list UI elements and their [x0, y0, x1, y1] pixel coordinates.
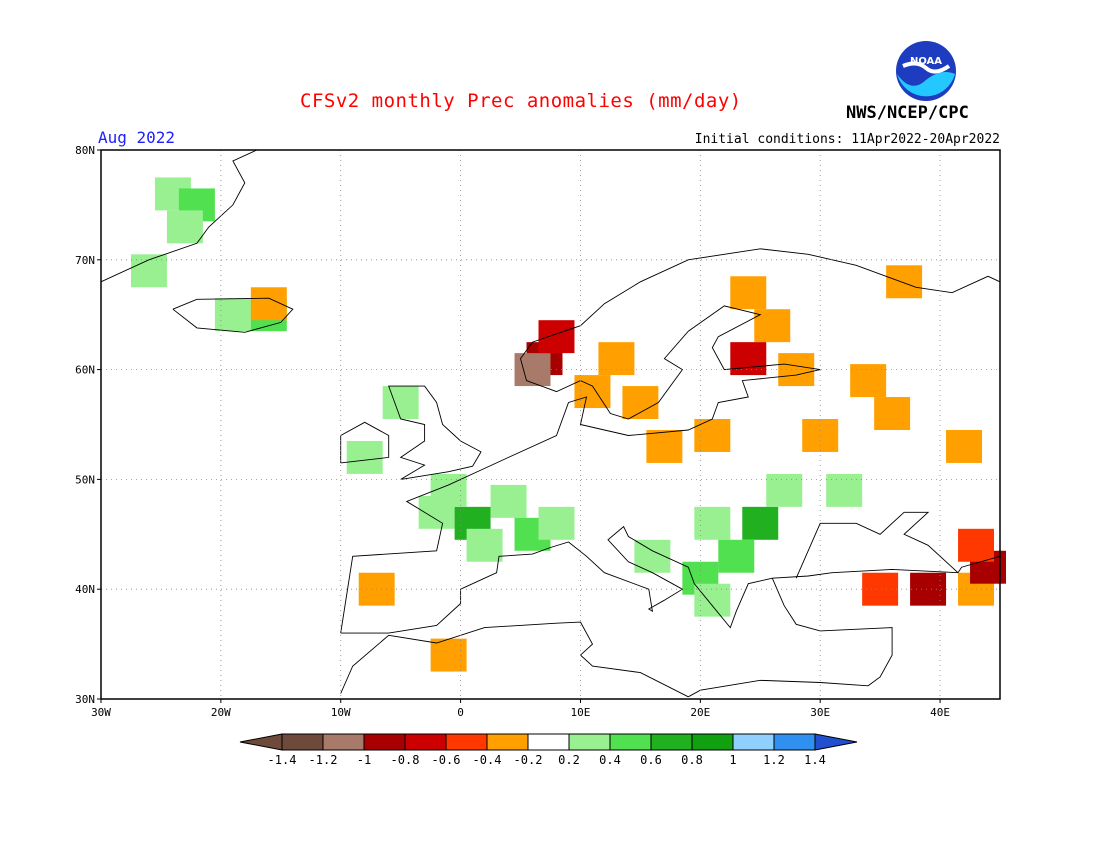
colorbar-tick-label: -0.4	[473, 753, 502, 767]
colorbar-tick-label: 0.4	[599, 753, 621, 767]
colorbar-swatch-12	[773, 733, 816, 751]
anomaly-cell-33	[946, 429, 983, 463]
coastline-6	[172, 297, 294, 333]
noaa-logo-icon: NOAA	[896, 41, 956, 101]
lon-label: 30E	[810, 706, 830, 719]
colorbar-swatch-0	[281, 733, 324, 751]
colorbar-swatch-9	[650, 733, 693, 751]
anomaly-cell-20	[538, 320, 575, 354]
lon-label: 20E	[690, 706, 710, 719]
colorbar-tick-label: -0.6	[432, 753, 461, 767]
anomaly-cell-7	[346, 440, 383, 474]
anomaly-cell-11	[466, 528, 503, 562]
colorbar-swatch-2	[363, 733, 406, 751]
colorbar-tick-label: 0.8	[681, 753, 703, 767]
anomaly-cell-29	[874, 397, 911, 430]
lon-label: 0	[457, 706, 464, 719]
colorbar-tick-label: 0.2	[558, 753, 580, 767]
agency-label: NWS/NCEP/CPC	[846, 103, 969, 123]
anomaly-cell-2	[166, 210, 203, 244]
anomaly-cell-47	[958, 528, 995, 562]
colorbar-swatch-3	[404, 733, 447, 751]
lon-label: 30W	[91, 706, 111, 719]
coastline-0	[340, 248, 1001, 634]
lat-label: 80N	[75, 144, 95, 157]
coastline-8	[795, 511, 959, 579]
anomaly-cell-8	[382, 386, 419, 420]
svg-text:NOAA: NOAA	[910, 56, 942, 67]
anomaly-cell-43	[862, 572, 899, 606]
anomaly-cell-15	[538, 506, 575, 540]
lon-label: 20W	[211, 706, 231, 719]
colorbar-tick-label: -1.4	[268, 753, 297, 767]
colorbar-swatch-11	[732, 733, 775, 751]
lat-label: 40N	[75, 583, 95, 596]
anomaly-cell-24	[730, 276, 767, 310]
anomaly-cell-32	[646, 429, 683, 463]
colorbar-tick-label: -1.2	[309, 753, 338, 767]
coastline-3	[340, 621, 689, 698]
colorbar-tick-label: 1.4	[804, 753, 826, 767]
colorbar-swatch-6	[527, 733, 570, 751]
colorbar-swatch-5	[486, 733, 529, 751]
lat-label: 30N	[75, 693, 95, 706]
anomaly-cell-12	[490, 484, 527, 518]
lat-label: 70N	[75, 254, 95, 267]
map-frame	[100, 149, 1001, 700]
forecast-period: Aug 2022	[98, 128, 176, 147]
colorbar-tick-label: 0.6	[640, 753, 662, 767]
anomaly-cell-23	[622, 386, 659, 420]
colorbar-swatch-7	[568, 733, 611, 751]
colorbar-tick-label: 1	[729, 753, 736, 767]
anomaly-cell-34	[886, 265, 923, 299]
colorbar-tick-label: -0.8	[391, 753, 420, 767]
coastline-4	[388, 385, 482, 480]
coastline-2	[688, 578, 893, 698]
colorbar-tick-label: -0.2	[514, 753, 543, 767]
colorbar-tick-label: -1	[357, 753, 371, 767]
chart-title: CFSv2 monthly Prec anomalies (mm/day)	[300, 90, 742, 112]
lon-label: 10E	[571, 706, 591, 719]
colorbar-tick-label: 1.2	[763, 753, 785, 767]
anomaly-cell-35	[694, 506, 731, 540]
anomaly-cell-36	[742, 506, 779, 540]
anomaly-cell-37	[718, 539, 755, 573]
lon-label: 10W	[331, 706, 351, 719]
coastline-1	[340, 525, 1001, 634]
colorbar-swatch-1	[322, 733, 365, 751]
lat-label: 50N	[75, 473, 95, 486]
colorbar-swatch-4	[445, 733, 488, 751]
colorbar-swatch-10	[691, 733, 734, 751]
colorbar-left-arrow	[239, 733, 283, 751]
lat-label: 60N	[75, 364, 95, 377]
initial-conditions: Initial conditions: 11Apr2022-20Apr2022	[694, 132, 1000, 147]
colorbar-swatch-8	[609, 733, 652, 751]
lon-label: 40E	[930, 706, 950, 719]
colorbar-right-arrow	[814, 733, 858, 751]
